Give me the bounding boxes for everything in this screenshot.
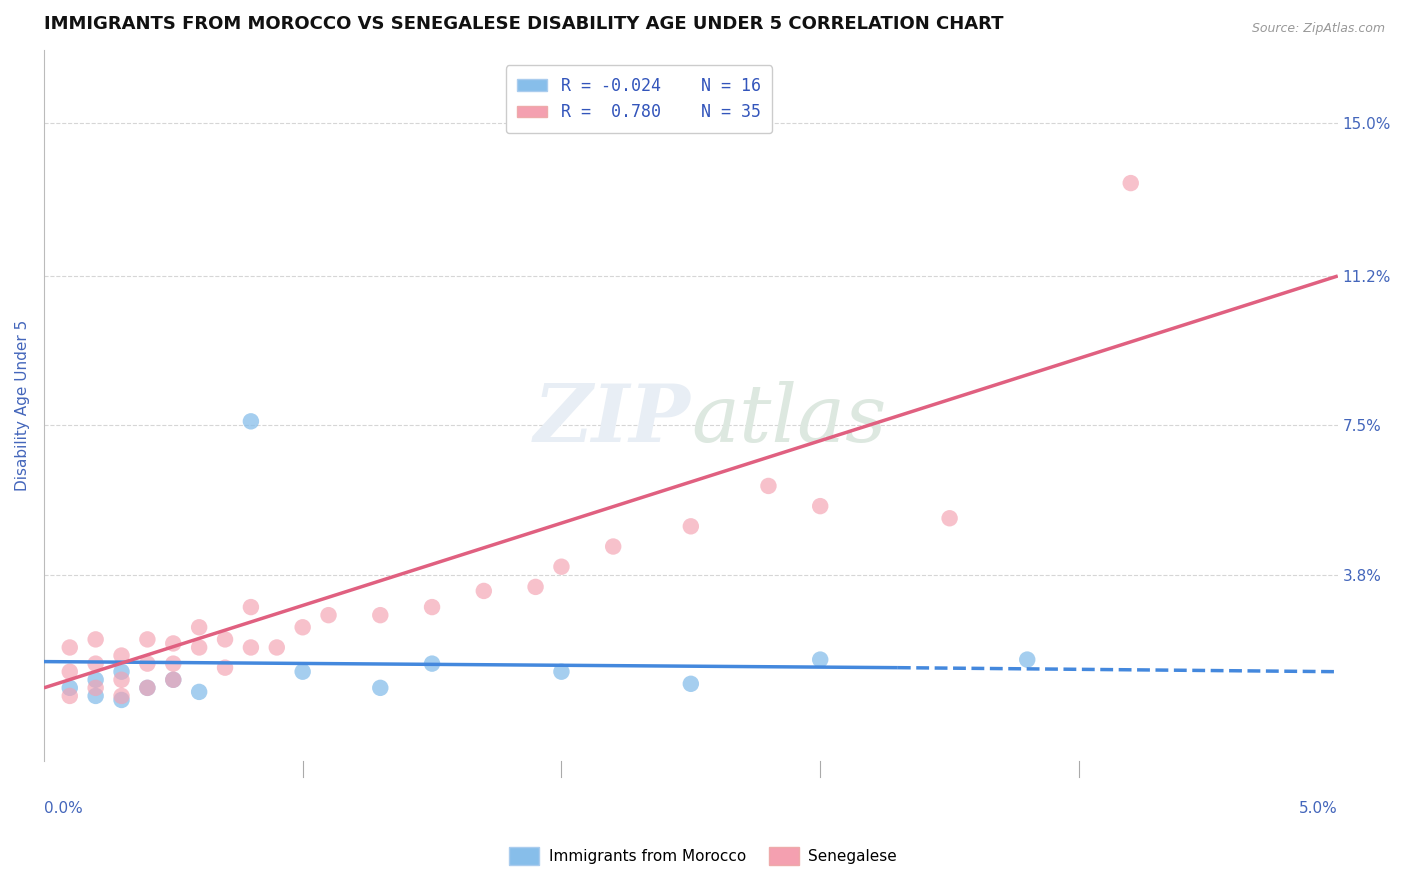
Point xyxy=(679,677,702,691)
Point xyxy=(110,648,132,663)
Point xyxy=(808,499,831,513)
Point xyxy=(188,620,211,634)
Point xyxy=(420,600,443,615)
Text: atlas: atlas xyxy=(690,381,886,458)
Point xyxy=(136,657,159,671)
Point xyxy=(1119,176,1142,190)
Point xyxy=(239,414,262,428)
Point xyxy=(162,636,184,650)
Point xyxy=(59,681,82,695)
Point xyxy=(239,640,262,655)
Point xyxy=(162,673,184,687)
Point xyxy=(239,600,262,615)
Point xyxy=(84,673,107,687)
Legend: Immigrants from Morocco, Senegalese: Immigrants from Morocco, Senegalese xyxy=(503,841,903,871)
Legend: R = -0.024    N = 16, R =  0.780    N = 35: R = -0.024 N = 16, R = 0.780 N = 35 xyxy=(506,65,772,133)
Point xyxy=(59,640,82,655)
Point xyxy=(420,657,443,671)
Point xyxy=(84,681,107,695)
Text: 5.0%: 5.0% xyxy=(1299,801,1337,816)
Point xyxy=(188,640,211,655)
Point xyxy=(110,693,132,707)
Point xyxy=(214,632,236,647)
Point xyxy=(214,660,236,674)
Point xyxy=(110,689,132,703)
Point xyxy=(808,652,831,666)
Point xyxy=(110,673,132,687)
Point xyxy=(110,665,132,679)
Point xyxy=(162,673,184,687)
Point xyxy=(758,479,780,493)
Point xyxy=(368,681,391,695)
Point xyxy=(550,665,572,679)
Y-axis label: Disability Age Under 5: Disability Age Under 5 xyxy=(15,319,30,491)
Point xyxy=(550,559,572,574)
Point xyxy=(291,620,314,634)
Point xyxy=(472,583,495,598)
Point xyxy=(136,681,159,695)
Point xyxy=(59,665,82,679)
Point xyxy=(524,580,547,594)
Point xyxy=(318,608,340,623)
Point xyxy=(84,689,107,703)
Point xyxy=(679,519,702,533)
Point xyxy=(938,511,960,525)
Point xyxy=(188,685,211,699)
Point xyxy=(266,640,288,655)
Point xyxy=(291,665,314,679)
Point xyxy=(136,632,159,647)
Point xyxy=(84,632,107,647)
Point xyxy=(602,540,624,554)
Point xyxy=(162,657,184,671)
Point xyxy=(59,689,82,703)
Text: IMMIGRANTS FROM MOROCCO VS SENEGALESE DISABILITY AGE UNDER 5 CORRELATION CHART: IMMIGRANTS FROM MOROCCO VS SENEGALESE DI… xyxy=(44,15,1004,33)
Point xyxy=(368,608,391,623)
Point xyxy=(84,657,107,671)
Point xyxy=(1017,652,1039,666)
Text: Source: ZipAtlas.com: Source: ZipAtlas.com xyxy=(1251,22,1385,36)
Point xyxy=(136,681,159,695)
Text: 0.0%: 0.0% xyxy=(44,801,83,816)
Text: ZIP: ZIP xyxy=(534,381,690,458)
